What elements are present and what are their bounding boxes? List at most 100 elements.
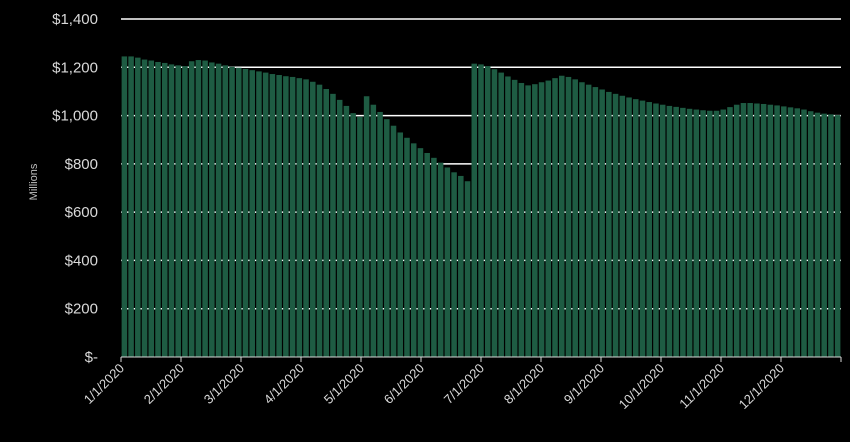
bar xyxy=(168,64,175,357)
bar xyxy=(545,80,552,357)
bar xyxy=(343,105,350,357)
bar xyxy=(498,72,504,357)
bar xyxy=(626,97,632,358)
bar xyxy=(700,110,706,357)
bar xyxy=(390,125,397,358)
bar xyxy=(135,57,141,357)
bar xyxy=(579,82,585,357)
bar xyxy=(424,152,430,357)
bar xyxy=(262,72,269,357)
bar xyxy=(767,104,774,358)
bar xyxy=(478,64,484,357)
axes xyxy=(120,356,842,362)
bar xyxy=(774,105,780,358)
bar xyxy=(653,103,659,357)
y-tick-label: $800 xyxy=(65,156,98,173)
bar xyxy=(377,111,383,357)
bar xyxy=(733,104,740,358)
x-tick-label: 7/1/2020 xyxy=(441,361,487,407)
bar xyxy=(451,172,457,357)
bar xyxy=(814,112,821,357)
bar xyxy=(525,85,531,357)
x-tick-label: 4/1/2020 xyxy=(261,361,307,407)
bar xyxy=(182,66,188,357)
bar xyxy=(707,110,713,358)
bar xyxy=(727,107,733,358)
bar xyxy=(633,99,639,358)
bar xyxy=(464,181,471,357)
bar xyxy=(484,66,491,357)
bar xyxy=(370,104,377,358)
bar xyxy=(310,81,316,358)
bar xyxy=(437,162,444,357)
bar xyxy=(801,109,807,357)
bar xyxy=(229,66,235,358)
x-tick-label: 6/1/2020 xyxy=(381,361,427,407)
y-tick-label: $200 xyxy=(65,301,98,318)
bar xyxy=(384,119,390,357)
bar xyxy=(754,103,760,357)
bar xyxy=(538,82,545,357)
bar xyxy=(686,108,693,357)
bar xyxy=(195,60,202,357)
bar xyxy=(666,105,673,357)
bar xyxy=(639,100,646,357)
bar xyxy=(713,110,720,358)
bar xyxy=(572,79,578,358)
bar xyxy=(781,106,787,358)
y-tick-labels: $- $200 $400 $600 $800 $1,000 $1,200 $1,400 xyxy=(52,11,98,366)
bar xyxy=(303,79,309,358)
bar xyxy=(646,102,652,357)
x-tick-label: 9/1/2020 xyxy=(561,361,607,407)
bar xyxy=(357,116,363,357)
y-axis-label: Millions xyxy=(28,163,40,200)
x-tick-label: 3/1/2020 xyxy=(201,361,247,407)
y-tick-label: $1,400 xyxy=(52,11,98,28)
bar xyxy=(289,76,296,357)
bar xyxy=(458,175,464,357)
bar xyxy=(276,75,282,357)
bar xyxy=(431,157,437,357)
bar xyxy=(619,95,626,358)
bar xyxy=(128,56,134,358)
y-tick-label: $1,200 xyxy=(52,59,98,76)
bar xyxy=(148,60,155,357)
bar xyxy=(599,89,605,357)
bar xyxy=(794,108,801,357)
bar xyxy=(740,103,747,358)
bar xyxy=(161,62,168,357)
bar xyxy=(693,109,700,357)
bar xyxy=(397,132,404,357)
bar xyxy=(612,93,619,357)
bar xyxy=(417,148,424,357)
bar xyxy=(410,143,417,357)
bar xyxy=(747,103,753,358)
bar xyxy=(511,79,518,357)
x-tick-label: 5/1/2020 xyxy=(321,361,367,407)
bar xyxy=(558,75,565,358)
bar xyxy=(336,99,343,357)
bar xyxy=(659,104,666,358)
bar xyxy=(249,70,255,358)
x-tick-labels: 1/1/2020 2/1/2020 3/1/2020 4/1/2020 5/1/2020… xyxy=(81,361,787,413)
bar xyxy=(350,113,356,357)
bar xyxy=(673,106,679,357)
bar xyxy=(323,89,329,357)
bar xyxy=(296,78,303,358)
bar xyxy=(121,56,128,358)
bar xyxy=(175,65,181,357)
bar xyxy=(188,61,195,357)
bar xyxy=(209,62,215,358)
bar xyxy=(316,84,323,358)
bar xyxy=(585,84,592,358)
bar xyxy=(141,59,148,358)
bar xyxy=(828,114,834,357)
bar xyxy=(404,137,410,357)
bar xyxy=(565,76,572,357)
x-tick-label: 11/1/2020 xyxy=(676,361,727,412)
bar xyxy=(807,111,814,357)
bar xyxy=(491,69,498,357)
bar xyxy=(269,74,276,358)
